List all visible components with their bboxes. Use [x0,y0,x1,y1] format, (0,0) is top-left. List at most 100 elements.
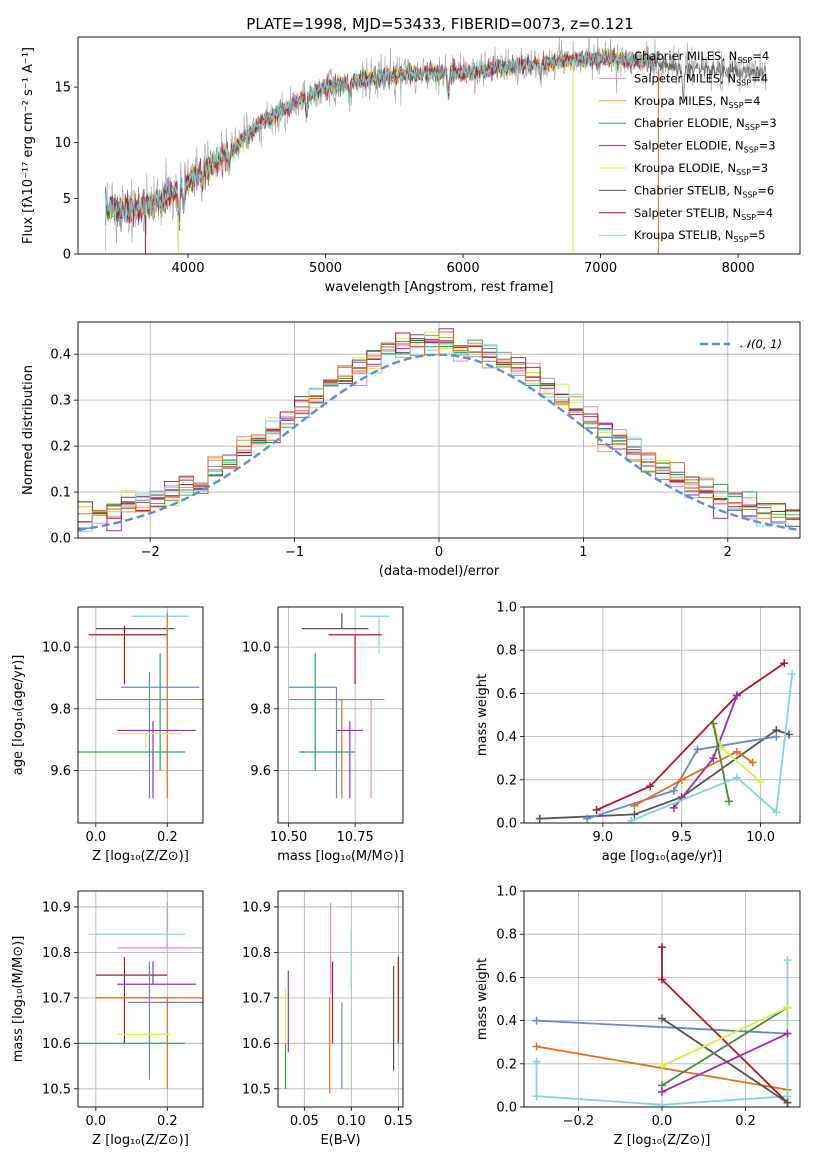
y-tick-label: 0.8 [496,928,517,943]
weight-marker [532,1016,541,1025]
mass-vs-ebv-panel: 0.05 0.10 0.15 10.5 10.6 10.7 10.8 10.9 E(B-V) [242,890,413,1148]
weight-series [661,1006,788,1087]
weight-marker [658,1100,666,1107]
x-tick-label: 1 [579,545,587,560]
y-axis-label: mass weight [475,958,490,1040]
y-tick-label: 10.7 [242,991,271,1006]
spectrum-panel: 4000 5000 6000 7000 8000 0 5 10 15 wavelength [An… [21,36,801,295]
x-tick-label: 8000 [722,261,755,276]
y-tick-label: 0.1 [50,486,71,501]
weight-marker [627,816,636,823]
x-tick-label: 0.0 [652,1114,673,1129]
histograms [78,328,800,532]
weight-marker [693,745,702,754]
x-axis-label: E(B-V) [320,1133,360,1148]
x-axis-label: (data-model)/error [379,564,500,579]
weight-marker [783,956,792,965]
y-axis-label: mass [log₁₀(M/M⊙)] [11,936,26,1063]
figure-title: PLATE=1998, MJD=53433, FIBERID=0073, z=0… [246,15,633,33]
y-axis-label: Normed distribution [21,365,36,495]
errorbars [284,902,399,1094]
y-tick-label: 0.3 [50,394,71,409]
axes-frame [77,36,801,255]
y-tick-label: 9.8 [50,702,71,717]
y-tick-label: 9.8 [250,702,271,717]
y-tick-label: 0.0 [50,532,71,547]
x-tick-label: 0.0 [86,1114,107,1129]
weight-marker [535,814,544,823]
y-tick-label: 15 [54,81,71,96]
normal-curve [78,353,798,532]
legend-entry-label: Chabrier MILES, NSSP=4 [634,49,769,65]
y-tick-label: 10.6 [42,1037,71,1052]
x-tick-label: 10.0 [746,830,775,845]
weight-marker [756,777,765,786]
weight-marker [592,806,601,815]
age-vs-Z-panel: 0.0 0.2 9.6 9.8 10.0 Z [log₁₀(Z/Z⊙)] age [log₁… [11,606,204,864]
y-tick-label: 10.0 [42,641,71,656]
weight-lines [532,943,792,1107]
weight-series [661,1032,788,1093]
x-tick-label: −0.2 [563,1114,595,1129]
weight-series [661,1006,788,1067]
y-tick-label: 0.0 [496,817,517,832]
weight-series [536,1019,788,1035]
weight-marker [532,1042,541,1051]
y-tick-label: 0.4 [50,348,71,363]
legend-entry-label: Kroupa STELIB, NSSP=5 [634,228,765,244]
y-tick-label: 0.6 [496,687,517,702]
x-tick-label: 0.15 [384,1114,413,1129]
weight-series [661,1017,789,1104]
y-tick-label: 0.4 [496,1014,517,1029]
y-tick-label: 0.2 [496,773,517,788]
x-tick-label: 6000 [447,261,480,276]
y-tick-label: 10.6 [242,1037,271,1052]
errorbars [288,613,390,799]
weight-marker [788,669,797,678]
mass-vs-Z-panel: 0.0 0.2 10.5 10.6 10.7 10.8 10.9 Z [log₁₀(Z/Z⊙)… [11,890,204,1148]
legend-entry-label: Kroupa MILES, NSSP=4 [634,94,760,110]
y-tick-label: 10.8 [42,946,71,961]
x-tick-label: 0.2 [735,1114,756,1129]
weight-marker [532,1092,541,1101]
weight-series [596,662,785,811]
legend-entry-label: Chabrier ELODIE, NSSP=3 [634,116,777,132]
x-tick-label: 0.05 [290,1114,319,1129]
axes-frame [77,606,204,824]
axes-frame [77,321,801,539]
weight-marker [709,719,718,728]
weight-marker [748,758,757,767]
y-tick-label: 9.6 [50,764,71,779]
weight-marker [725,797,734,806]
x-tick-label: 9.0 [593,830,614,845]
spectrum-lines [105,37,766,254]
x-tick-label: 5000 [309,261,342,276]
weight-marker [772,732,781,741]
y-tick-label: 10.0 [242,641,271,656]
y-axis-label: mass weight [475,674,490,756]
x-tick-label: 10.75 [337,830,374,845]
weight-marker [732,691,741,700]
y-tick-label: 0.2 [496,1057,517,1072]
y-tick-label: 10.9 [242,900,271,915]
axes-frame [523,606,801,824]
weight-marker [780,659,789,668]
axes-frame [523,890,801,1108]
y-tick-label: 1.0 [496,601,517,616]
weight-marker [669,786,678,795]
legend-entry-label: 𝒩(0, 1) [740,337,782,351]
weight-vs-age-panel: 9.0 9.5 10.0 0.0 0.2 0.4 0.6 0.8 1.0 age [log₁₀(a… [475,601,801,864]
y-tick-label: 0.2 [50,440,71,455]
weight-marker [630,810,639,819]
y-tick-label: 9.6 [250,764,271,779]
x-axis-label: Z [log₁₀(Z/Z⊙)] [614,1133,711,1148]
y-tick-label: 10.5 [42,1082,71,1097]
weight-marker [783,1098,792,1107]
weight-marker [783,1003,792,1012]
weight-series [712,723,730,802]
legend-entry-label: Salpeter STELIB, NSSP=4 [634,206,773,222]
x-tick-label: 0.10 [337,1114,366,1129]
weight-series [586,735,777,820]
